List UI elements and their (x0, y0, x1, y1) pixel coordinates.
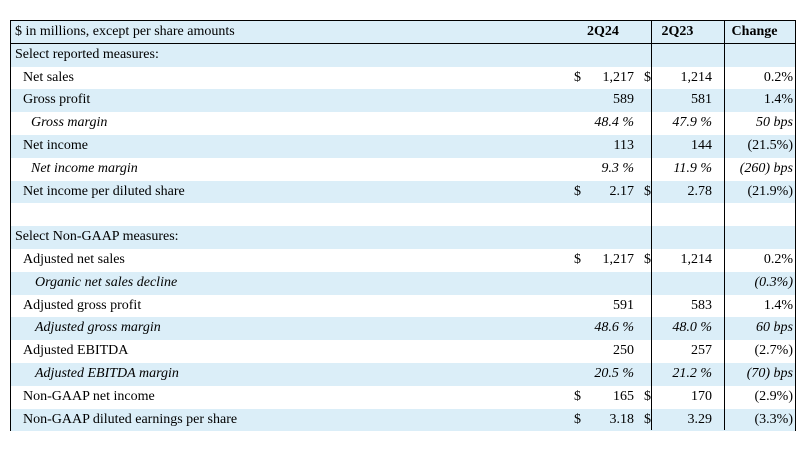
value-2q23: 3.29 (687, 411, 713, 427)
table-row: Net income 113 144 (21.5%) (11, 135, 795, 158)
value-2q23: 11.9 % (673, 160, 712, 176)
table-row: Select reported measures: (11, 43, 795, 67)
value-2q24: 113 (613, 138, 634, 153)
value-2q24: 48.6 % (594, 320, 634, 336)
row-label: Net income margin (31, 160, 138, 176)
header-label: $ in millions, except per share amounts (15, 24, 235, 39)
row-label: Organic net sales decline (35, 274, 178, 290)
row-label: Net income per diluted share (23, 183, 185, 199)
table-row: Adjusted gross margin 48.6 % 48.0 % 60 bps (11, 317, 795, 341)
value-change: (21.5%) (747, 138, 794, 153)
value-2q24: 3.18 (609, 411, 635, 427)
currency-symbol-2q23: $ (644, 69, 651, 85)
value-change: (70) bps (746, 366, 793, 381)
header-2q23: 2Q23 (661, 24, 694, 39)
value-2q23: 2.78 (687, 183, 713, 199)
currency-symbol-2q24: $ (574, 183, 581, 199)
row-label: Adjusted EBITDA (23, 343, 129, 359)
value-change: 0.2% (763, 69, 793, 85)
financial-summary-table: $ in millions, except per share amounts … (10, 20, 796, 432)
currency-symbol-2q23: $ (644, 388, 651, 404)
value-2q24: 1,217 (602, 252, 635, 267)
row-label: Select Non-GAAP measures: (15, 229, 179, 245)
table-row: Gross margin 48.4 % 47.9 % 50 bps (11, 112, 795, 135)
value-2q23: 1,214 (680, 69, 713, 85)
value-2q24: 165 (613, 388, 634, 404)
currency-symbol-2q23: $ (644, 183, 651, 199)
value-change: (260) bps (739, 160, 793, 176)
table-row: Adjusted EBITDA margin 20.5 % 21.2 % (70) b… (11, 363, 795, 386)
header-2q24: 2Q24 (587, 24, 619, 39)
row-label: Select reported measures: (15, 46, 159, 62)
value-change: (3.3%) (754, 411, 794, 427)
value-2q23: 21.2 % (672, 366, 712, 381)
table-row: Net income per diluted share $2.17 $2.78 (2… (11, 180, 795, 204)
row-label: Adjusted EBITDA margin (35, 366, 179, 381)
currency-symbol-2q24: $ (574, 69, 581, 85)
value-change: 50 bps (756, 115, 793, 131)
value-2q24: 9.3 % (601, 160, 634, 176)
row-label: Gross margin (31, 115, 108, 131)
value-change: (2.7%) (754, 343, 794, 359)
value-2q23: 48.0 % (672, 320, 712, 336)
row-label: Net sales (23, 69, 74, 85)
value-2q24: 591 (613, 297, 634, 313)
value-change: 1.4% (763, 297, 793, 313)
value-2q24: 48.4 % (594, 115, 634, 131)
value-2q24: 589 (613, 92, 634, 108)
row-label: Non-GAAP diluted earnings per share (23, 411, 238, 427)
table-row: Adjusted net sales $1,217 $1,214 0.2% (11, 249, 795, 272)
row-label: Net income (23, 138, 88, 153)
table-row: Non-GAAP net income $165 $170 (2.9%) (11, 386, 795, 409)
table-row: Non-GAAP diluted earnings per share $3.18… (11, 408, 795, 432)
currency-symbol-2q24: $ (574, 388, 581, 404)
value-2q23: 257 (691, 343, 712, 359)
row-label: Adjusted gross margin (35, 320, 161, 336)
table-row: Adjusted gross profit 591 583 1.4% (11, 295, 795, 318)
table-row: Organic net sales decline (0.3%) (11, 271, 795, 295)
value-change: 0.2% (763, 252, 793, 267)
value-2q24: 250 (613, 343, 634, 359)
table-row: Gross profit 589 581 1.4% (11, 89, 795, 113)
column-divider-change (724, 21, 725, 430)
header-change: Change (731, 24, 778, 39)
table-header-row: $ in millions, except per share amounts … (11, 21, 795, 44)
table-row: Select Non-GAAP measures: (11, 226, 795, 249)
value-2q23: 583 (691, 297, 712, 313)
value-change: (0.3%) (754, 274, 794, 290)
value-change: (2.9%) (754, 388, 794, 404)
value-2q23: 170 (691, 388, 712, 404)
value-2q24: 20.5 % (594, 366, 634, 381)
row-label: Gross profit (23, 92, 91, 108)
table-row (11, 203, 795, 226)
value-2q23: 1,214 (680, 252, 713, 267)
row-label: Adjusted gross profit (23, 297, 142, 313)
table-row: Adjusted EBITDA 250 257 (2.7%) (11, 340, 795, 363)
row-label: Adjusted net sales (23, 252, 125, 267)
value-2q24: 1,217 (602, 69, 635, 85)
column-divider-2q23 (651, 21, 652, 430)
value-2q23: 144 (691, 138, 712, 153)
currency-symbol-2q24: $ (574, 411, 581, 427)
value-change: 60 bps (756, 320, 793, 336)
table-row: Net income margin 9.3 % 11.9 % (260) bps (11, 158, 795, 181)
row-label: Non-GAAP net income (23, 388, 155, 404)
currency-symbol-2q24: $ (574, 252, 581, 267)
table-row: Net sales $1,217 $1,214 0.2% (11, 67, 795, 90)
value-2q23: 581 (691, 92, 712, 108)
value-2q23: 47.9 % (672, 115, 712, 131)
value-change: 1.4% (763, 92, 793, 108)
currency-symbol-2q23: $ (644, 252, 651, 267)
currency-symbol-2q23: $ (644, 411, 651, 427)
value-change: (21.9%) (747, 183, 794, 199)
value-2q24: 2.17 (609, 183, 635, 199)
